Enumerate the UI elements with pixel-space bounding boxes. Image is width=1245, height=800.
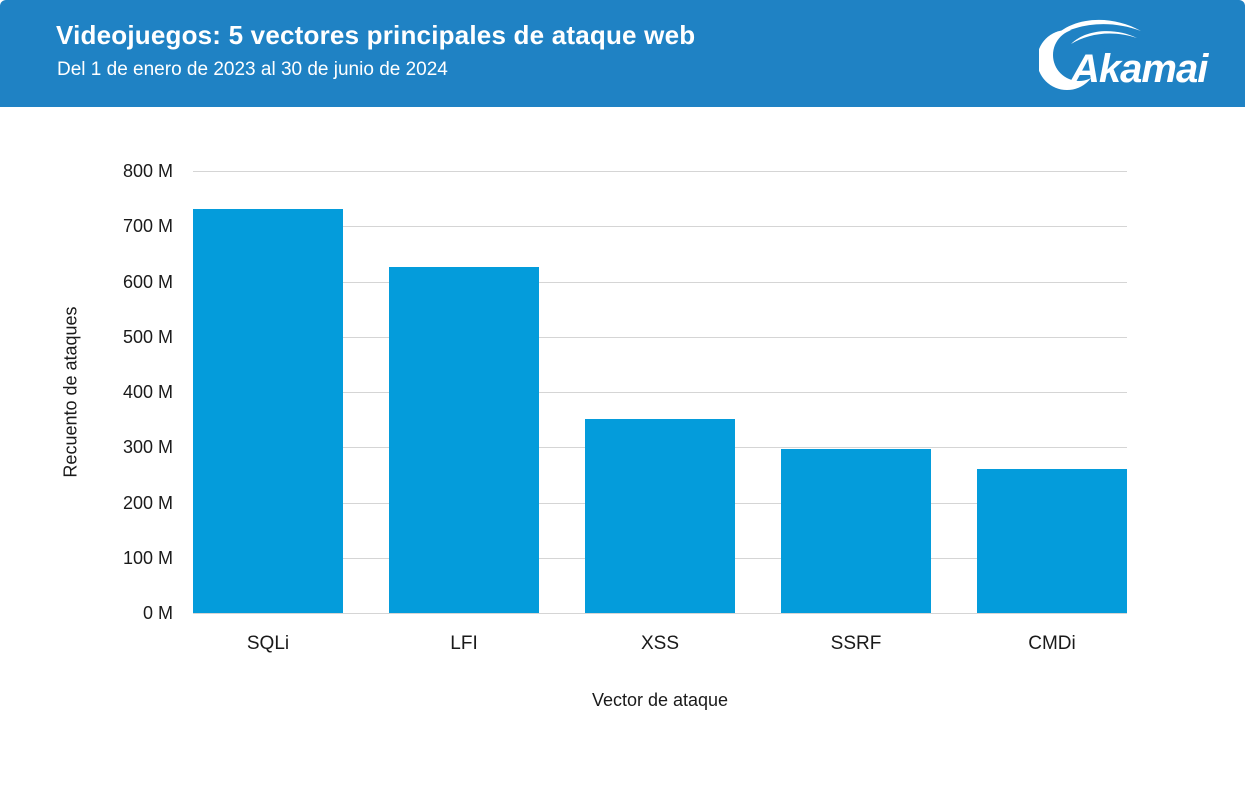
x-tick-label-xss: XSS <box>640 633 680 654</box>
y-tick-label: 600 M <box>122 271 173 292</box>
y-tick-label: 200 M <box>122 492 173 513</box>
gridline <box>193 171 1127 172</box>
x-tick-label-cmdi: CMDi <box>1028 633 1076 654</box>
header-band: Videojuegos: 5 vectores principales de a… <box>0 0 1245 107</box>
chart-subtitle: Del 1 de enero de 2023 al 30 de junio de… <box>57 59 448 80</box>
bar-cmdi <box>977 469 1127 613</box>
x-axis-tick-labels: SQLi LFI XSS SSRF CMDi <box>193 633 1127 655</box>
gridline <box>193 392 1127 393</box>
y-axis-title: Recuento de ataques <box>60 306 81 478</box>
bar-series <box>193 171 1127 613</box>
bar-xss <box>585 418 735 613</box>
akamai-logo-text: Akamai <box>1070 47 1209 91</box>
y-tick-label: 400 M <box>122 382 173 402</box>
chart-title: Videojuegos: 5 vectores principales de a… <box>56 20 696 50</box>
akamai-logo-icon: Akamai <box>1039 19 1210 91</box>
y-tick-label: 800 M <box>122 161 173 181</box>
bar-lfi <box>389 266 539 613</box>
y-tick-label: 300 M <box>122 437 173 458</box>
x-tick-label-ssrf: SSRF <box>830 633 882 654</box>
x-tick-label-sqli: SQLi <box>246 633 290 654</box>
gridline <box>193 226 1127 228</box>
y-tick-label: 0 M <box>142 603 173 623</box>
y-tick-label: 100 M <box>122 547 173 568</box>
y-tick-label: 500 M <box>122 326 173 347</box>
x-axis-title: Vector de ataque <box>591 690 729 710</box>
gridline <box>193 281 1127 283</box>
gridline <box>193 336 1127 338</box>
bar-ssrf <box>781 448 931 613</box>
y-tick-label: 700 M <box>122 216 173 237</box>
gridline <box>193 613 1127 614</box>
plot-area <box>193 171 1127 614</box>
x-tick-label-lfi: LFI <box>450 633 478 654</box>
bar-sqli <box>193 209 343 613</box>
